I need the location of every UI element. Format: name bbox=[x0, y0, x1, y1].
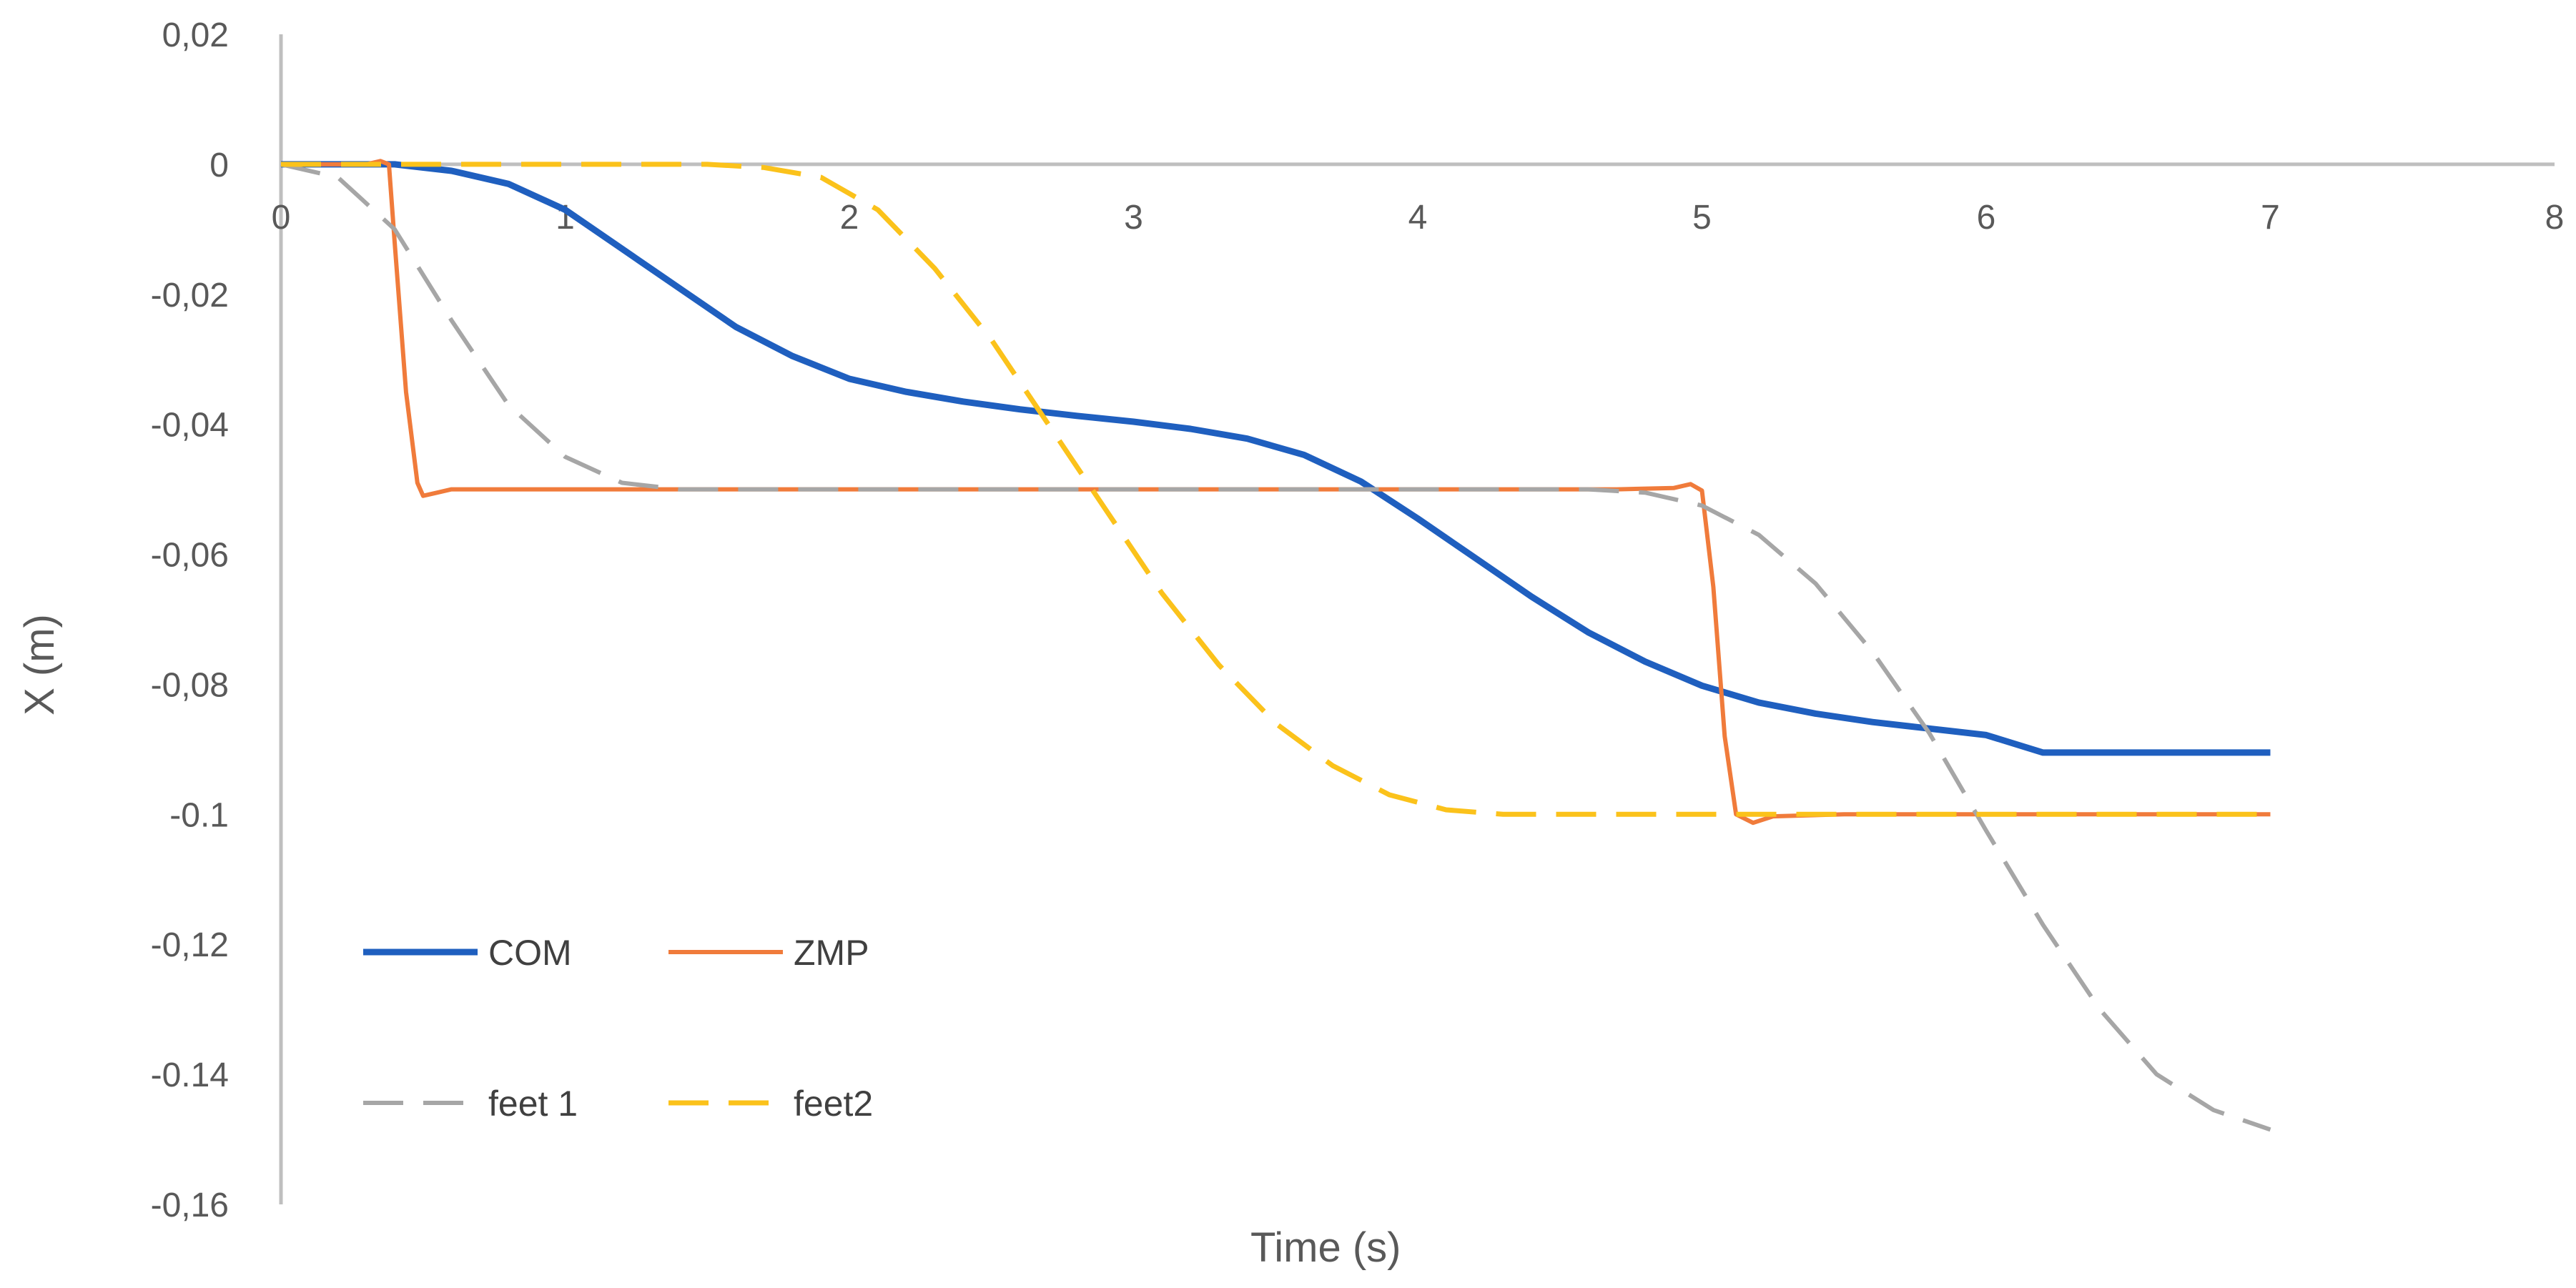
y-tick-label: 0,02 bbox=[162, 16, 229, 54]
y-axis-title: X (m) bbox=[16, 614, 63, 715]
y-tick-label: -0,12 bbox=[151, 926, 229, 964]
x-tick-label: 0 bbox=[272, 199, 291, 237]
x-axis-title: Time (s) bbox=[1250, 1224, 1401, 1271]
y-tick-label: -0.14 bbox=[151, 1056, 229, 1094]
y-tick-label: -0,02 bbox=[151, 277, 229, 314]
x-tick-label: 7 bbox=[2261, 199, 2280, 237]
y-tick-label: -0,06 bbox=[151, 537, 229, 575]
y-tick-label: 0 bbox=[209, 147, 229, 184]
series-line-com bbox=[281, 161, 2271, 756]
y-tick-labels: 0,02 0 -0,02 -0,04 -0,06 -0,08 -0.1 -0,12 -0.14 -… bbox=[151, 16, 229, 1224]
x-tick-label: 2 bbox=[840, 199, 859, 237]
x-tick-label: 8 bbox=[2545, 199, 2565, 237]
y-tick-label: -0,08 bbox=[151, 666, 229, 704]
x-tick-label: 5 bbox=[1692, 199, 1712, 237]
series-line-feet-1 bbox=[280, 162, 2271, 1132]
y-tick-label: -0.1 bbox=[169, 796, 229, 834]
legend-label: feet 1 bbox=[488, 1084, 578, 1124]
legend-label: COM bbox=[488, 933, 572, 973]
series-line-zmp bbox=[281, 159, 2271, 826]
x-tick-label: 4 bbox=[1408, 199, 1428, 237]
y-tick-label: -0,04 bbox=[151, 407, 229, 445]
series-lines bbox=[280, 159, 2271, 1132]
x-tick-label: 6 bbox=[1977, 199, 1996, 237]
legend-label: feet2 bbox=[794, 1084, 873, 1124]
legend-label: ZMP bbox=[794, 933, 869, 973]
legend: COM ZMP feet 1 feet2 bbox=[363, 933, 873, 1124]
x-tick-label: 3 bbox=[1124, 199, 1143, 237]
y-tick-label: -0,16 bbox=[151, 1187, 229, 1224]
